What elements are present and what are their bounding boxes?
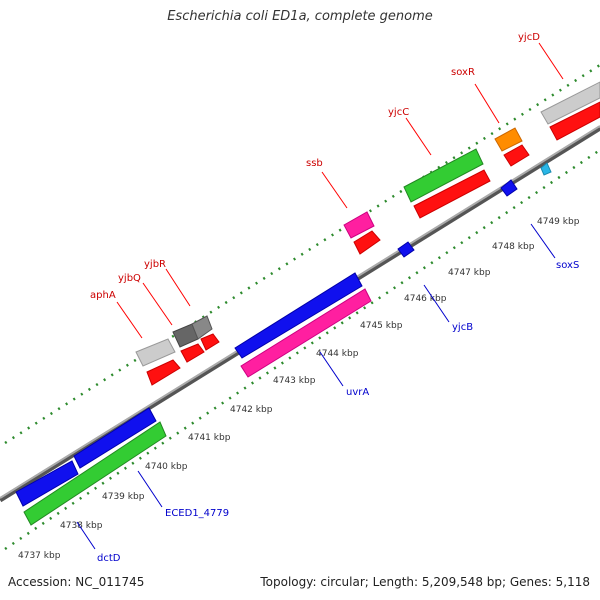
gene-arrow-yjcD-grey <box>540 81 600 125</box>
gene-arrow-yjbQ <box>180 343 205 363</box>
scale-label: 4746 kbp <box>404 294 447 304</box>
gene-arrow-soxR <box>503 144 530 167</box>
scale-label: 4738 kbp <box>60 521 103 531</box>
scale-label: 4742 kbp <box>230 405 273 415</box>
gene-arrow-ECED1-4779 <box>23 421 167 526</box>
gene-arrow-yjcC <box>413 169 491 219</box>
gene-label-ECED1-4779: ECED1_4779 <box>165 508 229 519</box>
gene-arrow-yjbR <box>200 333 220 351</box>
scale-label: 4741 kbp <box>188 433 231 443</box>
gene-label-dctD: dctD <box>97 553 121 564</box>
scale-label: 4748 kbp <box>492 242 535 252</box>
gene-label-ssb: ssb <box>306 158 323 169</box>
gene-label-yjbQ: yjbQ <box>118 273 141 284</box>
scale-label: 4747 kbp <box>448 268 491 278</box>
forward-gene-labels: aphA yjbQ yjbR ssb yjcC soxR yjcD <box>90 32 540 301</box>
gene-label-aphA: aphA <box>90 290 116 301</box>
gene-arrow-uvrA <box>240 288 372 378</box>
gene-arrow-grey <box>135 338 176 367</box>
gene-label-soxR: soxR <box>451 67 475 78</box>
gene-label-soxS: soxS <box>556 260 579 271</box>
scale-labels: 4737 kbp 4738 kbp 4739 kbp 4740 kbp 4741… <box>18 217 580 561</box>
scale-label: 4739 kbp <box>102 492 145 502</box>
inner-tick-ring <box>4 148 600 551</box>
gene-arrow-cyan <box>540 162 552 176</box>
gene-arrow-darkgrey-2 <box>191 315 213 340</box>
gene-arrow-yjcB <box>397 241 415 258</box>
gene-arrow-ssb <box>353 230 381 255</box>
reverse-gene-labels: dctD ECED1_4779 uvrA yjcB soxS <box>97 260 579 564</box>
genome-summary: Topology: circular; Length: 5,209,548 bp… <box>260 575 590 589</box>
gene-label-uvrA: uvrA <box>346 387 369 398</box>
gene-arrow-dctD-blue-1 <box>15 460 79 507</box>
gene-label-yjcB: yjcB <box>452 322 473 333</box>
gene-arrow-orange <box>494 127 523 152</box>
gene-arrow-soxS <box>500 179 518 197</box>
scale-label: 4737 kbp <box>18 551 61 561</box>
gene-label-yjbR: yjbR <box>144 259 166 270</box>
reverse-genes <box>15 162 552 526</box>
forward-genes <box>135 81 600 386</box>
scale-label: 4740 kbp <box>145 462 188 472</box>
accession-label: Accession: NC_011745 <box>8 575 145 589</box>
map-title: Escherichia coli ED1a, complete genome <box>167 9 433 24</box>
gene-arrow-aphA <box>146 359 181 386</box>
scale-label: 4749 kbp <box>537 217 580 227</box>
scale-label: 4745 kbp <box>360 321 403 331</box>
gene-label-yjcD: yjcD <box>518 32 540 43</box>
outer-tick-ring <box>4 63 600 445</box>
gene-arrow-ssb-pink <box>343 211 375 239</box>
gene-arrow-green-top <box>403 148 484 203</box>
gene-arrow-yjcD <box>549 101 600 141</box>
scale-label: 4743 kbp <box>273 376 316 386</box>
scale-label: 4744 kbp <box>316 349 359 359</box>
callout-lines <box>76 42 564 550</box>
gene-arrow-blue-long <box>234 272 363 359</box>
gene-label-yjcC: yjcC <box>388 107 409 118</box>
gene-arrow-dctD-blue-2 <box>73 407 157 469</box>
